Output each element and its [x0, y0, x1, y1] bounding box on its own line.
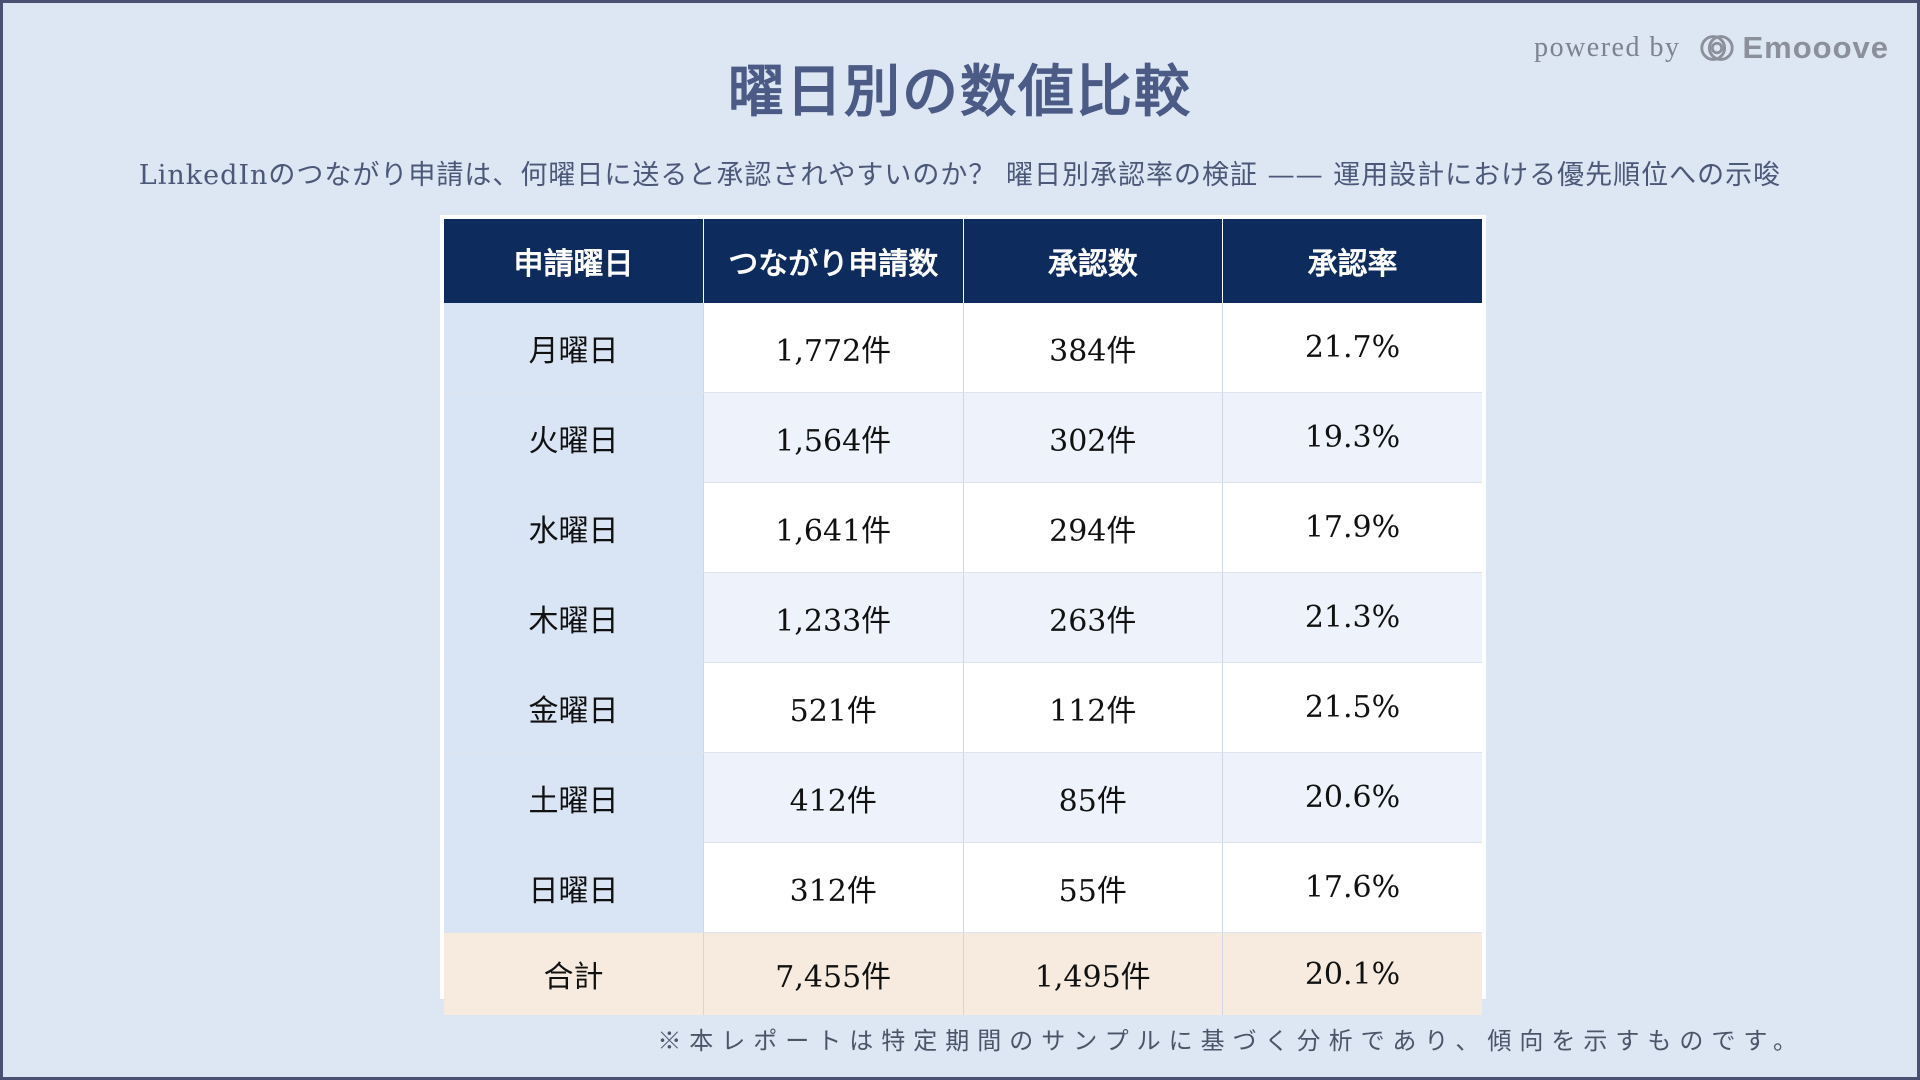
requests-cell: 1,564件: [703, 392, 964, 483]
requests-cell: 412件: [703, 752, 964, 843]
page-subtitle: LinkedInのつながり申請は、何曜日に送ると承認されやすいのか？ 曜日別承認…: [138, 160, 1782, 191]
weekday-cell: 火曜日: [444, 392, 704, 483]
weekday-cell: 木曜日: [444, 572, 704, 663]
table-row: 日曜日 312件 55件 17.6%: [444, 842, 1482, 933]
approval-rate-cell: 17.9%: [1222, 482, 1482, 573]
weekday-cell: 水曜日: [444, 482, 704, 573]
table-row: 火曜日 1,564件 302件 19.3%: [444, 392, 1482, 483]
table-row: 金曜日 521件 112件 21.5%: [444, 662, 1482, 753]
approvals-cell: 263件: [963, 572, 1223, 663]
requests-cell: 312件: [703, 842, 964, 933]
approvals-cell: 294件: [963, 482, 1223, 573]
header-approvals: 承認数: [963, 219, 1223, 303]
approval-rate-cell: 21.3%: [1222, 572, 1482, 663]
header-weekday: 申請曜日: [444, 219, 704, 303]
requests-cell: 1,772件: [703, 303, 964, 393]
table-row: 水曜日 1,641件 294件 17.9%: [444, 482, 1482, 573]
weekday-cell: 日曜日: [444, 842, 704, 933]
approval-rate-cell: 21.7%: [1222, 303, 1482, 393]
total-requests-cell: 7,455件: [703, 932, 964, 1015]
brand-name: Emooove: [1742, 30, 1889, 65]
total-approval-rate-cell: 20.1%: [1222, 932, 1482, 1015]
weekday-cell: 土曜日: [444, 752, 704, 843]
powered-by-label: powered by: [1534, 32, 1681, 63]
brand-logo: Emooove: [1698, 29, 1889, 67]
header-requests: つながり申請数: [703, 219, 964, 303]
approval-rate-cell: 19.3%: [1222, 392, 1482, 483]
table-row: 木曜日 1,233件 263件 21.3%: [444, 572, 1482, 663]
page-title: 曜日別の数値比較: [728, 59, 1192, 125]
total-approvals-cell: 1,495件: [963, 932, 1223, 1015]
comparison-table-container: 申請曜日 つながり申請数 承認数 承認率 月曜日 1,772件 384件 21.…: [440, 215, 1486, 1015]
weekday-cell: 金曜日: [444, 662, 704, 753]
approvals-cell: 302件: [963, 392, 1223, 483]
header-approval-rate: 承認率: [1222, 219, 1482, 303]
approvals-cell: 384件: [963, 303, 1223, 393]
table-row: 月曜日 1,772件 384件 21.7%: [444, 303, 1482, 393]
approvals-cell: 85件: [963, 752, 1223, 843]
brand: powered by Emooove: [1534, 29, 1889, 67]
table-header-row: 申請曜日 つながり申請数 承認数 承認率: [444, 219, 1482, 303]
requests-cell: 1,641件: [703, 482, 964, 573]
weekday-comparison-table: 申請曜日 つながり申請数 承認数 承認率 月曜日 1,772件 384件 21.…: [444, 219, 1482, 1015]
total-row: 合計 7,455件 1,495件 20.1%: [444, 932, 1482, 1015]
total-label-cell: 合計: [444, 932, 704, 1015]
emooove-logo-icon: [1700, 35, 1735, 61]
footnote: ※本レポートは特定期間のサンプルに基づく分析であり、傾向を示すものです。: [657, 1027, 1805, 1055]
approval-rate-cell: 21.5%: [1222, 662, 1482, 753]
approval-rate-cell: 20.6%: [1222, 752, 1482, 843]
weekday-cell: 月曜日: [444, 303, 704, 393]
approval-rate-cell: 17.6%: [1222, 842, 1482, 933]
requests-cell: 1,233件: [703, 572, 964, 663]
table-row: 土曜日 412件 85件 20.6%: [444, 752, 1482, 843]
approvals-cell: 55件: [963, 842, 1223, 933]
approvals-cell: 112件: [963, 662, 1223, 753]
requests-cell: 521件: [703, 662, 964, 753]
